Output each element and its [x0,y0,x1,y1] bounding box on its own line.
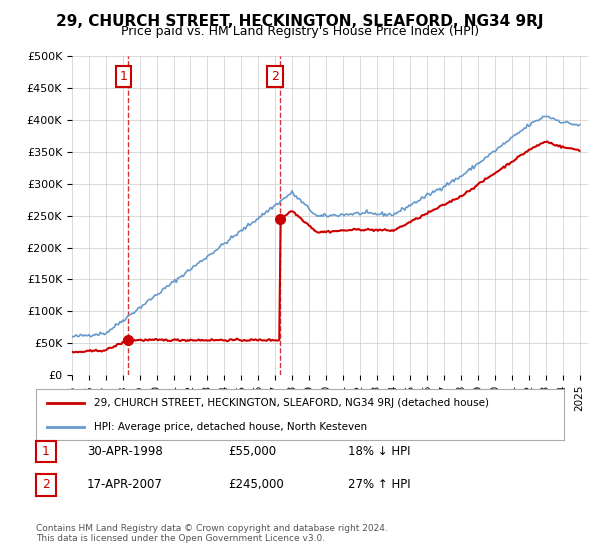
Text: Price paid vs. HM Land Registry's House Price Index (HPI): Price paid vs. HM Land Registry's House … [121,25,479,38]
Text: £245,000: £245,000 [228,478,284,492]
Text: 29, CHURCH STREET, HECKINGTON, SLEAFORD, NG34 9RJ (detached house): 29, CHURCH STREET, HECKINGTON, SLEAFORD,… [94,398,489,408]
Text: 2: 2 [42,478,50,492]
Text: 1: 1 [119,70,127,83]
Text: 30-APR-1998: 30-APR-1998 [87,445,163,458]
Text: HPI: Average price, detached house, North Kesteven: HPI: Average price, detached house, Nort… [94,422,367,432]
Text: 29, CHURCH STREET, HECKINGTON, SLEAFORD, NG34 9RJ: 29, CHURCH STREET, HECKINGTON, SLEAFORD,… [56,14,544,29]
Text: 18% ↓ HPI: 18% ↓ HPI [348,445,410,458]
Text: 27% ↑ HPI: 27% ↑ HPI [348,478,410,492]
Text: Contains HM Land Registry data © Crown copyright and database right 2024.
This d: Contains HM Land Registry data © Crown c… [36,524,388,543]
Text: 1: 1 [42,445,50,458]
Text: 17-APR-2007: 17-APR-2007 [87,478,163,492]
Text: £55,000: £55,000 [228,445,276,458]
Text: 2: 2 [271,70,279,83]
